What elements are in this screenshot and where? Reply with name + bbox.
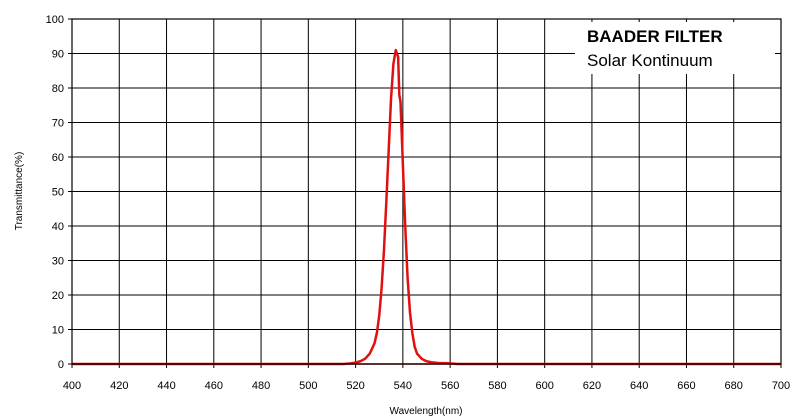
y-tick-label: 90 [52, 49, 64, 61]
x-tick-label: 680 [725, 380, 743, 392]
legend-box [575, 22, 775, 74]
y-tick-label: 100 [46, 14, 64, 26]
x-tick-label: 580 [488, 380, 506, 392]
x-tick-label: 620 [583, 380, 601, 392]
x-tick-label: 400 [63, 380, 81, 392]
x-tick-label: 480 [252, 380, 270, 392]
x-tick-label: 600 [535, 380, 553, 392]
x-axis-title: Wavelength(nm) [390, 406, 463, 417]
x-tick-label: 540 [394, 380, 412, 392]
x-tick-label: 640 [630, 380, 648, 392]
y-tick-label: 10 [52, 325, 64, 337]
x-tick-label: 700 [772, 380, 790, 392]
x-tick-labels: 400 420 440 460 480 500 520 540 560 580 600 620 640 6… [63, 380, 790, 392]
y-tick-label: 0 [58, 359, 64, 371]
y-tick-label: 60 [52, 152, 64, 164]
y-tick-label: 20 [52, 290, 64, 302]
y-tick-label: 40 [52, 221, 64, 233]
x-tick-label: 420 [110, 380, 128, 392]
y-tick-label: 70 [52, 118, 64, 130]
legend-title: BAADER FILTER [587, 27, 723, 46]
y-tick-labels: 0 10 20 30 40 50 60 70 80 90 100 [46, 14, 64, 371]
y-tick-label: 30 [52, 256, 64, 268]
x-tick-label: 440 [157, 380, 175, 392]
y-axis-title: Transmittance(%) [14, 152, 25, 231]
x-tick-label: 560 [441, 380, 459, 392]
y-tick-label: 80 [52, 83, 64, 95]
series-line [72, 48, 781, 366]
x-tick-label: 460 [205, 380, 223, 392]
x-tick-label: 520 [346, 380, 364, 392]
x-tick-label: 660 [677, 380, 695, 392]
x-tick-label: 500 [299, 380, 317, 392]
legend-subtitle: Solar Kontinuum [587, 51, 713, 70]
plot-border [71, 18, 782, 365]
y-tick-label: 50 [52, 187, 64, 199]
